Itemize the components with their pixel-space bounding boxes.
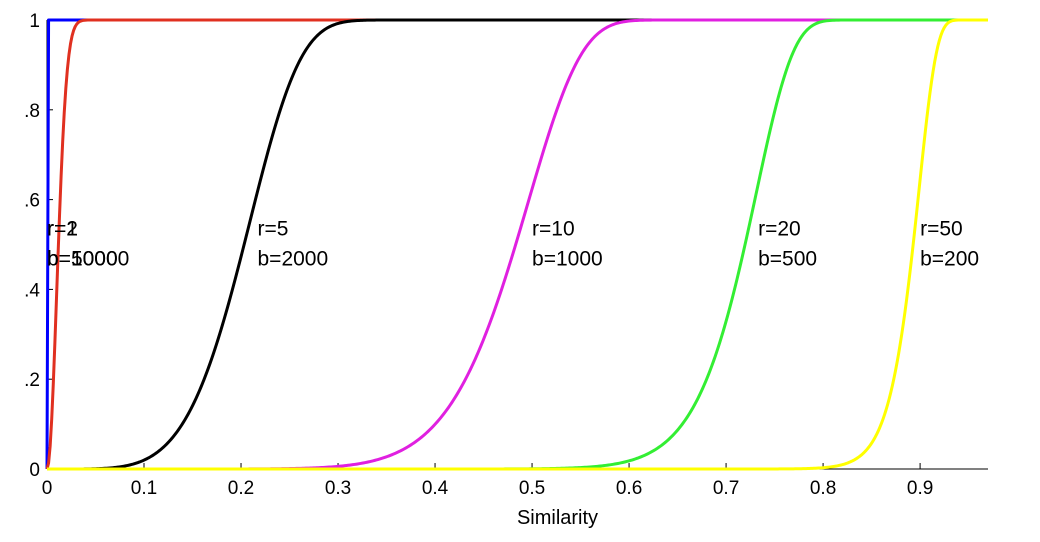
x-tick-label: 0.3 [325, 478, 351, 499]
series-line-r10-b1000 [47, 18, 988, 471]
series-line-r20-b500 [47, 18, 988, 471]
annotation-r: r=5 [258, 218, 289, 241]
y-tick-label: .8 [24, 101, 40, 122]
curves [45, 18, 988, 471]
annotation-b: b=5000 [47, 248, 118, 271]
axes: 0 0.1 0.2 0.3 0.4 0.5 0.6 0.7 0.8 0.90.2.4.6.81 [24, 11, 988, 499]
x-tick-label: 0.5 [519, 478, 545, 499]
x-tick-label: 0.9 [907, 478, 933, 499]
annotation-b: b=200 [920, 248, 979, 271]
annotation-b: b=10000 [47, 248, 129, 271]
x-tick-label: 0.6 [616, 478, 642, 499]
series-line-r50-b200 [47, 18, 988, 471]
y-tick-label: .4 [24, 280, 40, 301]
x-tick-label: 0.7 [713, 478, 739, 499]
annotation-r: r=20 [758, 218, 801, 241]
y-tick-label: .2 [24, 370, 40, 391]
series-line-r1-b10000 [45, 18, 988, 470]
annotation-r: r=2 [47, 218, 78, 241]
y-tick-label: 1 [29, 11, 40, 32]
annotation-b: b=1000 [532, 248, 603, 271]
x-axis-title: Similarity [517, 507, 598, 529]
annotation-r: r=1 [47, 218, 78, 241]
x-tick-label: 0.4 [422, 478, 449, 499]
series-line-r5-b2000 [47, 18, 988, 471]
y-tick-label: 0 [29, 460, 40, 481]
annotation-r: r=50 [920, 218, 963, 241]
x-tick-label: 0.2 [228, 478, 254, 499]
annotation-r: r=10 [532, 218, 575, 241]
x-tick-label: 0.1 [131, 478, 157, 499]
x-tick-label: 0.8 [810, 478, 836, 499]
x-tick-label: 0 [42, 478, 53, 499]
series-line-r2-b5000 [45, 18, 988, 470]
annotation-b: b=2000 [258, 248, 329, 271]
annotations: r=1 b=10000 r=2 b=5000 r=5 b=2000 r=10 b=1000 r=… [47, 218, 979, 271]
y-tick-label: .6 [24, 191, 40, 212]
annotation-b: b=500 [758, 248, 817, 271]
